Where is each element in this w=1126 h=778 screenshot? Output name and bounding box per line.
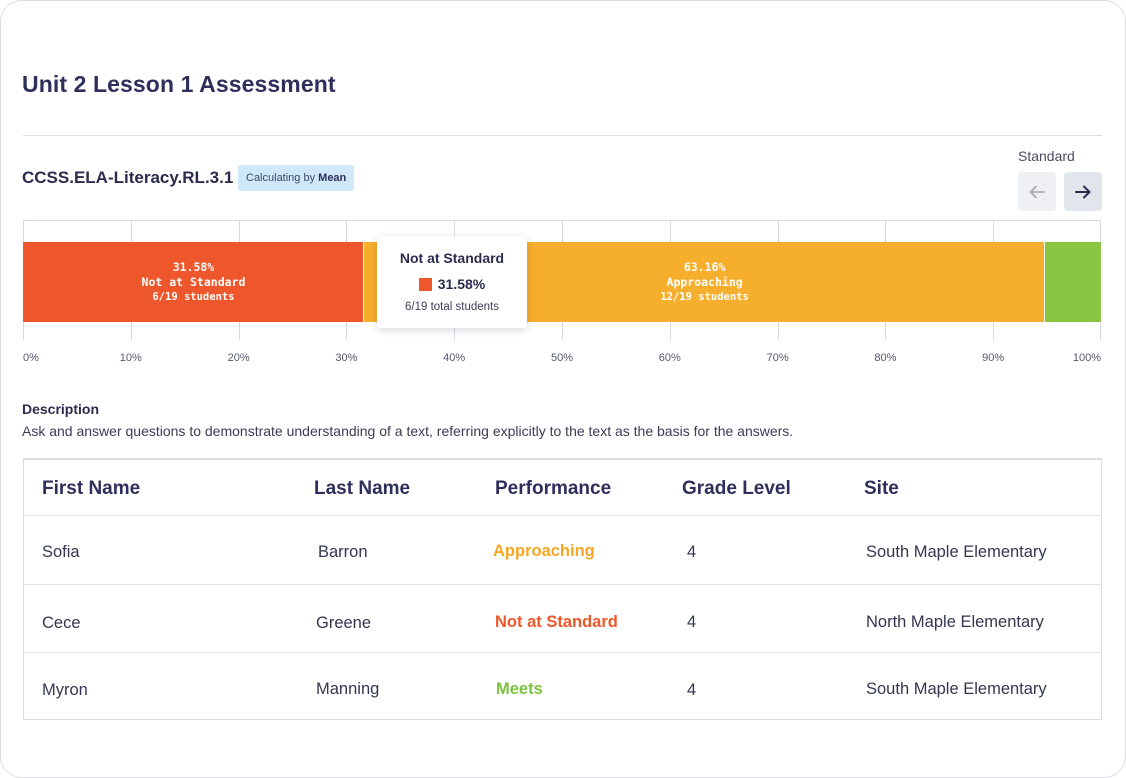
segment-count: 6/19 students [152,290,235,303]
x-tick-label: 60% [658,352,681,364]
x-tick-label: 0% [23,352,39,364]
x-tick-label: 100% [1072,352,1102,364]
tooltip-swatch [418,277,432,291]
students-table: First Name Last Name Performance Grade L… [23,458,1102,720]
cell-performance: Approaching [493,542,595,560]
calculation-badge: Calculating by Mean [238,165,355,191]
cell-grade-level: 4 [687,543,697,561]
x-tick-label: 20% [227,352,250,364]
standard-nav-label: Standard [1018,148,1075,164]
tooltip-title: Not at Standard [399,250,505,266]
chart-tooltip: Not at Standard 31.58% 6/19 total studen… [377,236,527,328]
segment-label: Not at Standard [141,274,246,289]
description-text: Ask and answer questions to demonstrate … [22,423,794,439]
cell-last-name: Barron [318,543,368,561]
previous-standard-button[interactable] [1018,172,1056,211]
header-performance[interactable]: Performance [495,478,612,499]
cell-grade-level: 4 [687,613,697,631]
cell-performance: Meets [496,680,543,698]
header-first-name[interactable]: First Name [42,478,141,499]
cell-first-name: Myron [42,681,88,699]
standard-code: CCSS.ELA-Literacy.RL.3.1 [22,168,234,187]
cell-site: North Maple Elementary [866,613,1044,631]
cell-site: South Maple Elementary [866,543,1047,561]
arrow-right-icon [1075,185,1091,198]
performance-distribution-chart: 31.58% Not at Standard 6/19 students 63.16%… [1,1,1126,381]
x-tick-label: 30% [335,352,358,364]
x-tick-label: 70% [766,352,789,364]
calc-prefix: Calculating by [246,172,316,184]
bar-segment-meets[interactable] [1044,242,1101,322]
row-divider [24,652,1101,653]
segment-percent: 63.16% [683,259,726,274]
segment-percent: 31.58% [172,259,215,274]
cell-last-name: Manning [316,680,380,698]
description-label: Description [22,401,100,417]
row-divider [24,584,1101,585]
x-tick-label: 40% [443,352,466,364]
tooltip-value: 31.58% [437,276,486,292]
x-tick-label: 80% [874,352,897,364]
header-site[interactable]: Site [864,478,899,499]
header-grade-level[interactable]: Grade Level [682,478,791,499]
cell-performance: Not at Standard [495,613,618,631]
segment-label: Approaching [666,274,743,289]
x-tick-label: 90% [982,352,1005,364]
stacked-bar: 31.58% Not at Standard 6/19 students 63.16%… [23,242,1101,322]
calc-method: Mean [318,172,347,184]
arrow-left-icon [1029,185,1045,198]
x-tick-label: 10% [119,352,142,364]
cell-first-name: Sofia [42,543,80,561]
cell-site: South Maple Elementary [866,680,1047,698]
x-tick-label: 50% [550,352,574,364]
header-last-name[interactable]: Last Name [314,478,411,499]
page-title: Unit 2 Lesson 1 Assessment [22,71,336,97]
cell-last-name: Greene [316,614,372,632]
title-divider [23,135,1102,136]
cell-grade-level: 4 [687,681,697,699]
row-divider [24,515,1101,516]
tooltip-detail: 6/19 total students [405,301,499,313]
next-standard-button[interactable] [1064,172,1102,211]
cell-first-name: Cece [42,614,81,632]
tooltip-value-row: 31.58% [377,276,527,292]
segment-count: 12/19 students [660,290,749,303]
bar-segment-not-at-standard[interactable]: 31.58% Not at Standard 6/19 students [23,242,364,322]
